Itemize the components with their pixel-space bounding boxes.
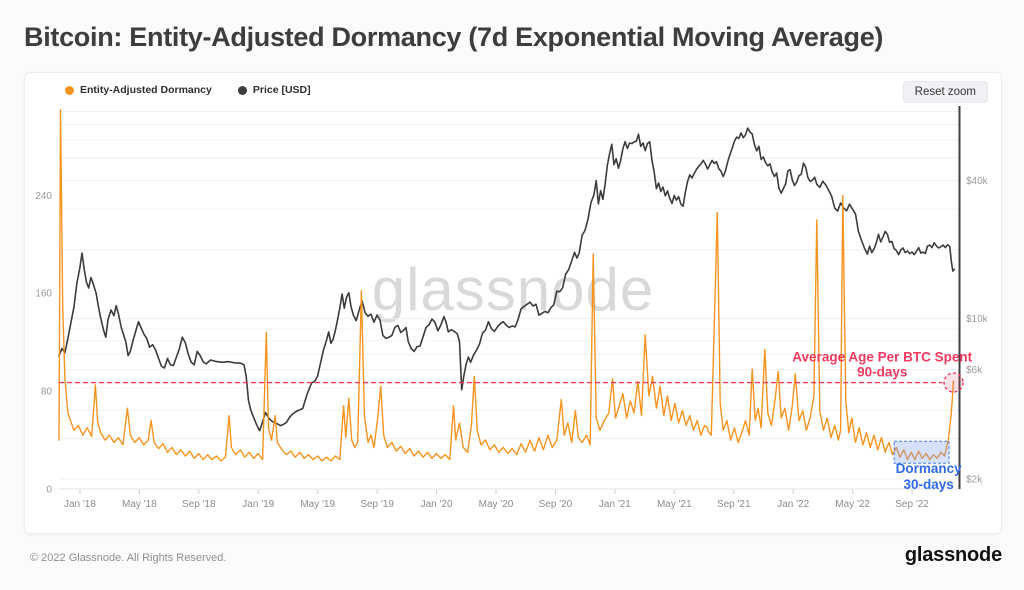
chart-card: glassnode Entity-Adjusted Dormancy Price… (24, 72, 1002, 534)
x-tick-label: Sep '18 (182, 499, 216, 510)
left-axis-label: 240 (35, 191, 52, 202)
dormancy-annotation-line2: 30-days (903, 477, 953, 492)
legend: Entity-Adjusted Dormancy Price [USD] (65, 84, 311, 96)
left-axis-label: 80 (41, 387, 53, 398)
avg-age-marker-circle (943, 372, 964, 393)
x-tick-label: Sep '21 (717, 499, 751, 510)
right-axis-label: $2k (966, 475, 983, 486)
copyright-text: © 2022 Glassnode. All Rights Reserved. (30, 552, 227, 564)
x-tick-label: Jan '20 (421, 499, 453, 510)
legend-dot-dormancy-icon (65, 85, 74, 95)
x-tick-label: Sep '19 (360, 499, 394, 510)
x-tick-label: Jan '22 (777, 499, 809, 510)
x-tick-label: Jan '21 (599, 499, 631, 510)
price-series-line (58, 127, 956, 432)
x-tick-label: May '18 (122, 499, 157, 510)
legend-item-dormancy[interactable]: Entity-Adjusted Dormancy (65, 84, 212, 96)
x-tick-label: May '21 (657, 499, 692, 510)
x-tick-label: Jan '18 (64, 499, 96, 510)
x-tick-label: Jan '19 (242, 499, 274, 510)
legend-label-price: Price [USD] (252, 84, 311, 96)
left-axis-label: 0 (46, 485, 52, 496)
x-tick-label: May '22 (835, 499, 870, 510)
dormancy-highlight-box (893, 440, 950, 464)
x-tick-label: Sep '22 (895, 499, 929, 510)
x-tick-label: May '20 (479, 499, 514, 510)
legend-label-dormancy: Entity-Adjusted Dormancy (80, 84, 212, 96)
x-tick-label: May '19 (300, 499, 335, 510)
dormancy-annotation-line1: Dormancy (896, 461, 963, 476)
legend-dot-price-icon (237, 85, 247, 95)
dormancy-series-line (58, 109, 955, 462)
glassnode-logo: glassnode (904, 544, 1002, 566)
price-dormancy-chart[interactable]: Jan '18 May '18 Sep '18 Jan '19 May '19 Sep '… (25, 73, 1001, 533)
legend-item-price[interactable]: Price [USD] (237, 84, 311, 96)
reset-zoom-button[interactable]: Reset zoom (902, 81, 988, 103)
avg-age-annotation-line2: 90-days (857, 365, 907, 380)
x-tick-label: Sep '20 (539, 499, 573, 510)
left-axis-label: 160 (35, 289, 52, 300)
avg-age-annotation-line1: Average Age Per BTC Spent (792, 350, 972, 365)
right-axis-label: $40k (966, 176, 989, 187)
right-axis-label: $10k (966, 314, 989, 325)
page-title: Bitcoin: Entity-Adjusted Dormancy (7d Ex… (24, 22, 884, 52)
right-axis-label: $6k (966, 365, 983, 376)
